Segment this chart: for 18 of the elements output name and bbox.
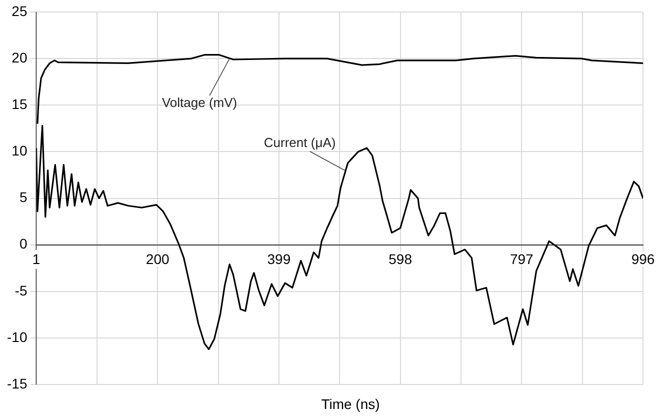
x-axis-title: Time (ns) [320, 396, 381, 412]
y-tick-label: 10 [12, 142, 28, 159]
y-tick-label: 20 [12, 49, 28, 66]
x-tick-label: 797 [510, 251, 534, 268]
x-tick-label: 399 [267, 251, 291, 268]
annotation: Voltage (mV) [162, 95, 238, 110]
x-tick-label: 996 [631, 251, 655, 268]
y-tick-label: -15 [7, 375, 28, 392]
y-tick-label: -5 [14, 282, 28, 298]
y-tick-label: 25 [12, 2, 28, 19]
y-tick-label: 15 [12, 96, 28, 112]
x-tick-label: 598 [388, 251, 412, 268]
y-tick-label: 0 [19, 236, 28, 252]
y-tick-label: -10 [7, 328, 28, 345]
annotation: Current (μA) [264, 134, 336, 150]
x-tick-label: 200 [146, 251, 170, 268]
x-tick-label: 1 [32, 251, 40, 268]
y-tick-label: 5 [19, 189, 28, 206]
